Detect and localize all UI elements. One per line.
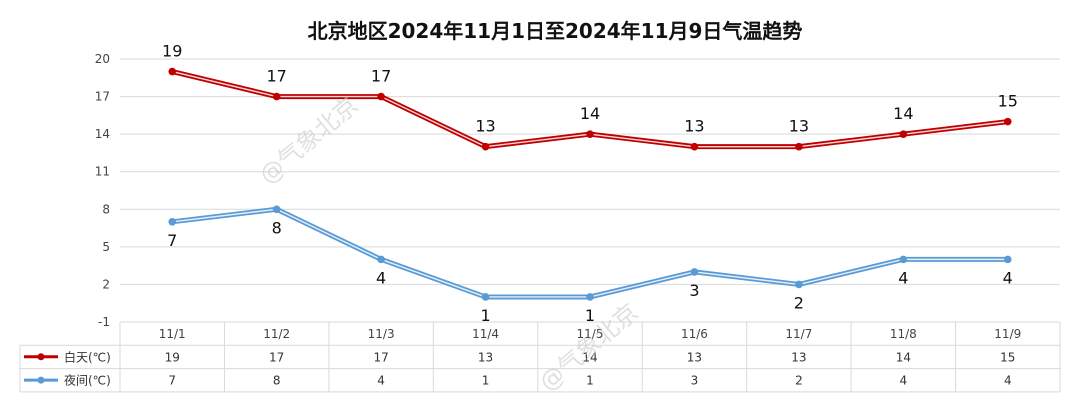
- data-point: [1003, 117, 1012, 126]
- data-label: 17: [266, 67, 286, 86]
- legend-label: 白天(℃): [64, 349, 111, 364]
- data-label: 15: [998, 92, 1018, 111]
- data-point: [586, 293, 594, 301]
- series-layer: [168, 67, 1012, 301]
- x-category-label: 11/3: [368, 327, 395, 341]
- x-category-label: 11/5: [577, 327, 604, 341]
- data-point: [272, 205, 281, 214]
- data-label: 13: [684, 117, 704, 136]
- legend-key-marker: [37, 376, 45, 384]
- data-point: [272, 92, 281, 101]
- data-point: [481, 293, 490, 301]
- y-tick-label: 17: [95, 90, 110, 104]
- data-label: 19: [162, 42, 182, 61]
- y-tick-label: 14: [95, 127, 110, 141]
- table-cell: 14: [582, 350, 597, 364]
- data-point: [168, 67, 177, 76]
- legend-label: 夜间(℃): [64, 373, 111, 388]
- x-category-label: 11/1: [159, 327, 186, 341]
- data-point: [795, 280, 803, 289]
- x-category-label: 11/6: [681, 327, 708, 341]
- table-cell: 4: [377, 374, 385, 388]
- data-label: 17: [371, 67, 391, 86]
- x-category-label: 11/4: [472, 327, 499, 341]
- data-point: [168, 218, 177, 226]
- table-cell: 19: [165, 350, 180, 364]
- table-cell: 1: [586, 374, 594, 388]
- data-point: [690, 142, 699, 151]
- table-cell: 17: [373, 350, 388, 364]
- data-label: 8: [272, 218, 282, 237]
- data-label: 14: [893, 104, 913, 123]
- data-point: [899, 130, 908, 138]
- data-label: 13: [789, 117, 809, 136]
- table-cell: 8: [273, 374, 281, 388]
- x-category-label: 11/9: [994, 327, 1021, 341]
- series-line: [169, 206, 1011, 300]
- data-label: 14: [580, 104, 600, 123]
- table-cell: 2: [795, 374, 803, 388]
- data-point: [377, 92, 385, 101]
- table-cell: 14: [896, 350, 911, 364]
- y-tick-label: 8: [102, 202, 110, 216]
- table-cell: 15: [1000, 350, 1015, 364]
- data-point: [899, 255, 908, 264]
- table-cell: 1: [482, 374, 490, 388]
- data-label: 3: [689, 281, 699, 300]
- data-point: [690, 268, 699, 276]
- y-tick-label: 20: [95, 52, 110, 66]
- data-point: [481, 142, 490, 151]
- x-category-label: 11/8: [890, 327, 917, 341]
- legend-key-marker: [37, 353, 45, 361]
- data-label: 13: [475, 117, 495, 136]
- table-cell: 13: [687, 350, 702, 364]
- chart-title: 北京地区2024年11月1日至2024年11月9日气温趋势: [308, 19, 803, 43]
- x-category-label: 11/2: [263, 327, 290, 341]
- data-label: 4: [898, 268, 908, 287]
- data-label: 2: [794, 293, 804, 312]
- y-tick-label: 2: [102, 277, 110, 291]
- data-point: [377, 255, 385, 264]
- table-cell: 3: [691, 374, 699, 388]
- data-label: 1: [585, 306, 595, 325]
- data-label: 4: [1003, 268, 1013, 287]
- y-tick-label: 11: [95, 165, 110, 179]
- data-point: [1003, 255, 1012, 264]
- data-point: [795, 142, 803, 151]
- table-cell: 13: [478, 350, 493, 364]
- data-label: 4: [376, 268, 386, 287]
- data-table: 11/1 11/2 11/3 11/4 11/5 11/6 11/7 11/8 11/9 白天(℃…: [19, 321, 1061, 393]
- data-label: 7: [167, 231, 177, 250]
- data-point: [586, 130, 594, 138]
- series-line-highlight: [172, 208, 1008, 298]
- table-cell: 17: [269, 350, 284, 364]
- table-cell: 13: [791, 350, 806, 364]
- data-label: 1: [480, 306, 490, 325]
- y-axis-ticks: -1 2 5 8 11 14 17 20: [95, 52, 110, 329]
- table-cell: 7: [168, 374, 176, 388]
- x-category-label: 11/7: [785, 327, 812, 341]
- table-cell: 4: [900, 374, 908, 388]
- table-cell: 4: [1004, 374, 1012, 388]
- y-tick-label: -1: [98, 315, 110, 329]
- watermark-1: @气象北京: [254, 91, 364, 190]
- y-tick-label: 5: [102, 240, 110, 254]
